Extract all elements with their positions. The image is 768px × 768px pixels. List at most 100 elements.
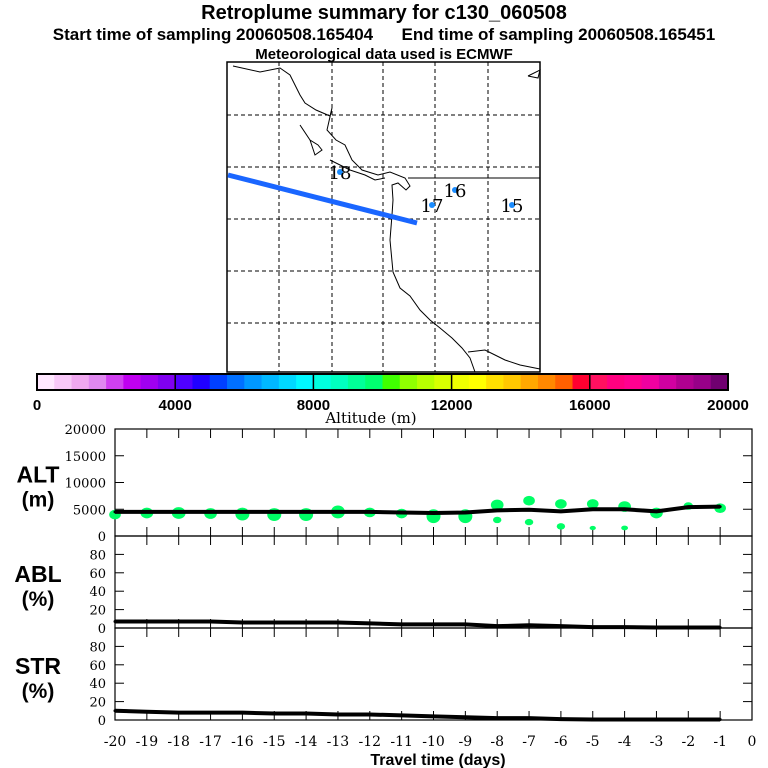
data-point xyxy=(177,711,181,715)
panel-ylabel-unit: (m) xyxy=(22,489,55,512)
data-point xyxy=(240,620,244,624)
colorbar-tick-label: 16000 xyxy=(569,397,611,414)
data-point xyxy=(113,510,117,514)
x-tick-label: -4 xyxy=(618,734,632,750)
data-point xyxy=(368,712,372,716)
x-tick-label: -18 xyxy=(167,734,190,750)
data-point xyxy=(495,624,499,628)
coastline-island xyxy=(299,124,323,156)
y-tick-label: 0 xyxy=(98,622,106,637)
data-point xyxy=(177,620,181,624)
data-point xyxy=(336,620,340,624)
data-point xyxy=(559,717,563,721)
data-point xyxy=(559,509,563,513)
data-point xyxy=(272,510,276,514)
series-line-str xyxy=(114,708,721,722)
data-point xyxy=(686,505,690,509)
colorbar-cell xyxy=(537,374,556,390)
data-point xyxy=(432,714,435,718)
colorbar-cell xyxy=(693,374,712,390)
data-point xyxy=(654,509,658,513)
y-tick-label: 5000 xyxy=(73,503,106,518)
x-tick-label: -15 xyxy=(263,734,286,750)
y-tick-label: 40 xyxy=(89,677,106,692)
data-point xyxy=(495,716,499,720)
x-tick-label: -10 xyxy=(422,734,445,750)
colorbar-cell xyxy=(227,374,245,390)
x-tick-label: 0 xyxy=(748,734,757,750)
data-point xyxy=(145,510,149,514)
x-tick-label: -12 xyxy=(359,734,382,750)
colorbar-cell xyxy=(192,374,211,390)
data-point xyxy=(654,718,658,722)
data-point xyxy=(591,507,595,511)
data-point xyxy=(336,712,340,716)
trajectory-line xyxy=(227,172,418,226)
x-tick-label: -14 xyxy=(295,734,318,750)
y-tick-label: 15000 xyxy=(65,450,106,465)
x-tick-label: -11 xyxy=(390,734,413,750)
data-point xyxy=(304,620,308,624)
plume-cluster xyxy=(490,499,504,511)
x-tick-label: -1 xyxy=(713,734,727,750)
panel-ylabel-unit: (%) xyxy=(22,588,55,611)
data-point xyxy=(209,620,213,624)
data-point xyxy=(718,718,722,722)
data-point xyxy=(177,510,181,514)
data-point xyxy=(400,713,404,717)
data-point xyxy=(304,712,308,716)
coastline-south xyxy=(467,349,541,370)
x-tick-label: -6 xyxy=(554,734,568,750)
data-point xyxy=(686,718,690,722)
altitude-colorbar: 0 4000 8000 12000 16000 20000 Altitude (m) xyxy=(33,373,749,427)
data-point xyxy=(368,621,372,625)
y-tick-label: 80 xyxy=(89,640,106,655)
colorbar-cell xyxy=(175,374,193,390)
y-tick-label: 20 xyxy=(89,696,106,711)
colorbar-cell xyxy=(676,374,694,390)
data-point xyxy=(145,710,149,714)
data-point xyxy=(113,620,117,624)
colorbar-cell xyxy=(624,374,643,390)
data-point xyxy=(495,508,499,512)
colorbar-cell xyxy=(572,374,591,390)
colorbar-cell xyxy=(451,374,470,390)
panel-frame xyxy=(114,627,753,721)
colorbar-cell xyxy=(658,374,677,390)
data-point xyxy=(272,712,276,716)
series-line-alt xyxy=(115,504,721,515)
y-tick-label: 20000 xyxy=(65,423,106,438)
colorbar-tick-label: 8000 xyxy=(297,397,330,414)
colorbar-cell xyxy=(503,374,522,390)
plume-cluster xyxy=(235,507,250,521)
trajectory-day-point xyxy=(452,187,458,193)
colorbar-cell xyxy=(37,374,55,390)
colorbar-cell xyxy=(54,374,73,390)
coastline xyxy=(232,65,476,373)
plume-cluster xyxy=(621,525,629,531)
colorbar-cell xyxy=(399,374,418,390)
x-tick-label: -17 xyxy=(199,734,222,750)
colorbar-frame xyxy=(36,373,729,391)
panel-ylabel: STR xyxy=(15,653,61,679)
series-line-abl xyxy=(115,619,721,630)
panel-ylabel: ALT xyxy=(16,462,59,488)
data-point xyxy=(368,510,372,514)
panel-abl: 0 20 40 60 80 ABL(%) xyxy=(14,535,753,637)
data-point xyxy=(209,711,213,715)
colorbar-cell xyxy=(589,374,608,390)
panel-ylabel: ABL xyxy=(14,561,61,587)
data-point xyxy=(432,622,435,626)
y-tick-label: 40 xyxy=(89,585,106,600)
y-tick-label: 10000 xyxy=(65,477,106,492)
met-data-label: Meteorological data used is ECMWF xyxy=(255,46,513,63)
map-gridlines xyxy=(227,62,540,372)
data-point xyxy=(336,510,340,514)
chart-title: Retroplume summary for c130_060508 xyxy=(201,2,567,24)
panel-str: 0 20 40 60 80 STR(%) xyxy=(15,627,753,729)
data-point xyxy=(240,510,244,514)
y-tick-label: 80 xyxy=(89,548,106,563)
data-point xyxy=(209,510,213,514)
colorbar-cell xyxy=(209,374,228,390)
